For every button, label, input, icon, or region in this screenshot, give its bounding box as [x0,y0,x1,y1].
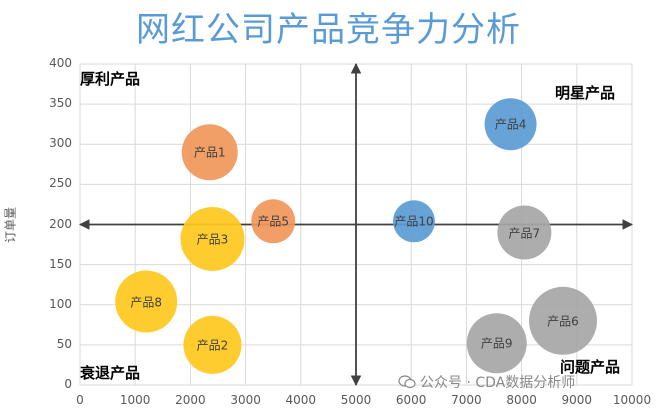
x-tick-label: 1000 [119,393,151,407]
y-tick-label: 200 [49,216,72,231]
x-tick-label: 10000 [612,393,652,407]
y-tick-label: 100 [49,296,72,311]
quadrant-label-bottom-left: 衰退产品 [80,364,141,382]
wechat-icon [398,375,416,389]
x-tick-label: 0 [76,393,84,407]
y-tick-label: 350 [49,96,72,111]
bubble-label: 产品9 [480,336,513,351]
bubbles-layer [115,98,597,374]
y-tick-label: 150 [49,256,72,271]
y-tick-label: 300 [49,136,72,151]
y-tick-label: 0 [64,377,72,391]
watermark: 公众号 · CDA数据分析师 [398,372,575,392]
watermark-text: 公众号 · CDA数据分析师 [420,375,576,391]
bubble-产品3 [180,206,245,271]
x-tick-label: 5000 [340,393,372,407]
y-tick-label: 400 [49,56,72,70]
bubble-产品4 [484,98,537,151]
bubble-label: 产品2 [196,338,229,353]
x-tick-label: 9000 [561,393,593,407]
bubble-label: 产品1 [193,145,226,160]
quadrant-label-top-right: 明星产品 [555,84,616,102]
y-tick-label: 250 [49,176,72,191]
bubble-产品7 [497,205,552,260]
bubble-label: 产品6 [547,314,579,329]
quadrant-label-bottom-right: 问题产品 [560,358,621,376]
bubble-label: 产品10 [394,214,434,229]
bubble-产品5 [251,199,296,244]
y-tick-label: 50 [56,336,72,351]
bubble-label: 产品4 [494,117,527,132]
bubble-产品2 [183,315,242,374]
bubble-label: 产品3 [196,232,229,247]
bubble-产品6 [529,286,597,355]
chart-title: 网红公司产品竞争力分析 [136,10,521,50]
quadrant-label-top-left: 厚利产品 [80,70,141,88]
bubble-产品1 [181,124,238,181]
bubble-产品10 [392,200,435,243]
x-tick-label: 2000 [175,393,206,407]
x-tick-label: 3000 [230,393,261,407]
bubble-label: 产品8 [130,295,163,310]
bubble-产品8 [115,270,178,333]
bubble-产品9 [466,313,527,374]
x-tick-label: 8000 [506,393,537,407]
bubble-label: 产品5 [257,214,290,229]
bubble-label: 产品7 [508,226,541,241]
x-tick-label: 4000 [285,393,317,407]
x-tick-label: 7000 [451,393,482,407]
x-tick-label: 6000 [395,393,427,407]
